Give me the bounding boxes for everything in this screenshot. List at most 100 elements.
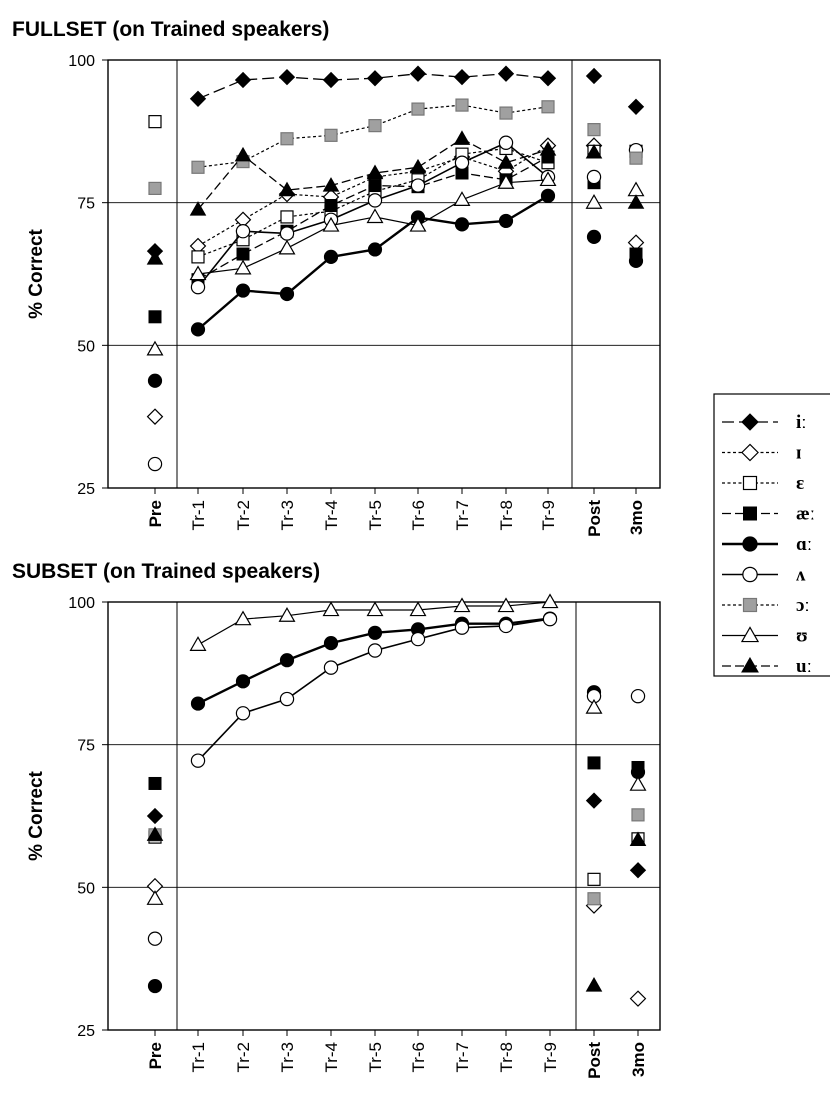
series-1	[146, 792, 647, 879]
data-point	[410, 631, 426, 647]
data-point	[366, 208, 384, 224]
x-tick-label: Tr-9	[541, 1042, 560, 1073]
legend-box	[713, 393, 830, 677]
data-point	[539, 171, 557, 187]
series-4	[148, 756, 645, 790]
data-point	[278, 239, 296, 255]
legend-label: ʌ	[796, 565, 806, 586]
data-point	[453, 68, 471, 86]
legend-marker	[742, 566, 758, 583]
series-5	[147, 188, 644, 388]
data-point	[148, 181, 162, 195]
legend-marker	[740, 626, 760, 643]
data-point	[235, 706, 251, 721]
legend-label: ʊ	[796, 626, 808, 647]
x-tick-label: Tr-5	[366, 1042, 385, 1073]
data-point	[629, 831, 647, 847]
series-line	[197, 618, 551, 762]
data-point	[627, 181, 645, 197]
data-point	[322, 177, 340, 192]
data-point	[410, 178, 426, 193]
data-point	[585, 698, 603, 714]
series-2	[146, 137, 645, 425]
legend-label: ɪ	[796, 443, 801, 464]
x-tick-label: Tr-3	[278, 1042, 297, 1073]
data-point	[234, 259, 252, 275]
data-point	[587, 756, 601, 770]
data-point	[235, 283, 251, 298]
series-5	[147, 611, 646, 994]
data-point	[280, 210, 294, 224]
data-point	[541, 593, 559, 609]
x-tick-label: Tr-8	[497, 1042, 516, 1073]
data-point	[191, 160, 205, 174]
data-point	[630, 688, 646, 704]
data-point	[148, 310, 162, 324]
data-point	[147, 373, 163, 388]
data-point	[322, 216, 340, 232]
data-point	[367, 193, 383, 208]
data-point	[631, 808, 645, 822]
data-point	[629, 862, 647, 879]
data-point	[409, 65, 427, 82]
legend-label: iː	[796, 412, 807, 433]
data-point	[585, 792, 603, 809]
x-tick-label: 3mo	[629, 1042, 648, 1077]
data-point	[453, 191, 471, 206]
data-point	[278, 68, 296, 86]
data-point	[629, 151, 643, 165]
data-point	[540, 188, 556, 203]
data-point	[190, 279, 206, 295]
data-point	[629, 775, 647, 791]
data-point	[587, 892, 601, 906]
y-tick-label: 100	[68, 53, 95, 70]
series-8	[146, 171, 645, 356]
data-point	[586, 229, 602, 245]
data-point	[148, 776, 162, 790]
data-point	[323, 249, 339, 264]
data-point	[585, 977, 603, 992]
y-tick-label: 25	[77, 481, 95, 498]
data-point	[453, 597, 471, 613]
data-point	[366, 164, 384, 180]
data-point	[146, 890, 164, 905]
data-point	[322, 71, 340, 89]
data-point	[234, 610, 252, 626]
data-point	[409, 601, 427, 617]
data-point	[497, 597, 515, 613]
data-point	[497, 174, 515, 189]
series-3	[148, 115, 643, 264]
legend-label: ɛ	[796, 473, 804, 494]
data-point	[279, 653, 295, 668]
data-point	[498, 135, 514, 150]
series-line	[197, 104, 549, 168]
data-point	[147, 978, 163, 994]
data-point	[146, 250, 164, 265]
x-tick-label: Tr-6	[409, 1042, 428, 1073]
data-point	[409, 158, 427, 174]
series-9	[146, 826, 647, 992]
data-point	[235, 223, 251, 239]
y-tick-label: 100	[68, 595, 95, 612]
data-point	[366, 70, 384, 87]
data-point	[324, 128, 338, 142]
x-tick-label: Tr-2	[234, 500, 253, 531]
data-point	[367, 625, 383, 640]
data-point	[146, 826, 164, 841]
data-point	[367, 643, 383, 658]
x-tick-label: Tr-8	[497, 500, 516, 531]
data-point	[368, 179, 382, 193]
legend-marker	[742, 597, 758, 613]
data-point	[322, 601, 340, 617]
x-tick-label: Tr-2	[234, 1042, 253, 1073]
data-point	[499, 106, 513, 120]
data-point	[235, 674, 251, 689]
data-point	[454, 620, 470, 635]
y-tick-label: 75	[77, 738, 95, 755]
data-point	[236, 247, 250, 261]
legend-marker	[743, 506, 757, 521]
x-tick-label: Tr-1	[189, 1042, 208, 1073]
data-point	[191, 250, 205, 264]
y-tick-label: 50	[77, 338, 95, 355]
